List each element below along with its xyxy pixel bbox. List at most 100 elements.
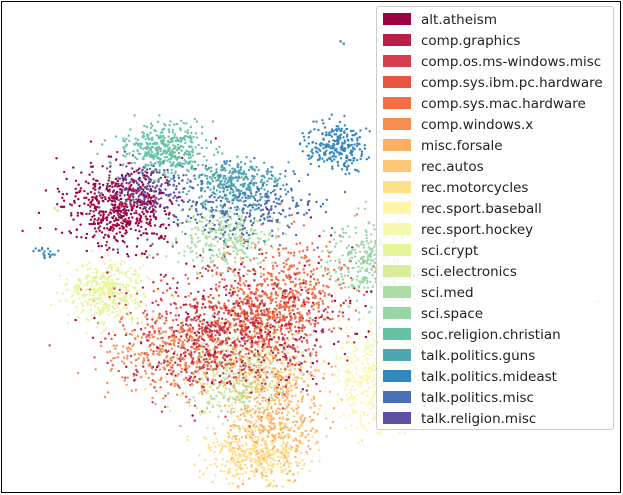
data-point	[213, 361, 217, 364]
data-point	[192, 372, 195, 375]
data-point	[101, 183, 105, 187]
data-point	[166, 206, 169, 209]
data-point	[191, 200, 195, 203]
data-point	[153, 190, 156, 193]
data-point	[343, 274, 346, 277]
data-point	[191, 379, 195, 383]
data-point	[185, 333, 189, 336]
data-point	[264, 256, 267, 259]
data-point	[171, 149, 174, 152]
data-point	[95, 271, 98, 275]
data-point	[84, 300, 87, 303]
data-point	[200, 259, 204, 262]
data-point	[154, 210, 157, 213]
data-point	[110, 263, 113, 266]
data-point	[241, 482, 245, 486]
data-point	[212, 368, 215, 371]
data-point	[347, 305, 350, 308]
data-point	[216, 403, 219, 407]
data-point	[195, 308, 199, 312]
data-point	[225, 460, 228, 463]
data-point	[370, 233, 373, 236]
data-point	[178, 363, 181, 366]
data-point	[286, 224, 289, 227]
data-point	[125, 289, 128, 292]
data-point	[85, 212, 88, 216]
data-point	[176, 357, 179, 360]
data-point	[281, 437, 284, 441]
data-point	[295, 355, 298, 358]
data-point	[271, 315, 275, 319]
data-point	[209, 364, 213, 368]
data-point	[170, 328, 173, 332]
data-point	[317, 301, 320, 304]
data-point	[265, 445, 269, 448]
data-point	[156, 157, 159, 160]
data-point	[235, 469, 238, 472]
data-point	[207, 244, 210, 247]
data-point	[151, 396, 154, 400]
data-point	[108, 174, 111, 177]
data-point	[254, 410, 257, 413]
data-point	[140, 321, 143, 324]
data-point	[332, 327, 336, 330]
data-point	[234, 356, 238, 360]
data-point	[274, 434, 277, 437]
data-point	[161, 191, 164, 195]
data-point	[338, 310, 341, 313]
data-point	[151, 325, 154, 328]
data-point	[148, 206, 152, 209]
data-point	[252, 257, 256, 260]
data-point	[204, 203, 207, 206]
data-point	[287, 378, 291, 381]
data-point	[217, 196, 220, 199]
data-point	[263, 326, 267, 329]
data-point	[168, 130, 171, 134]
data-point	[337, 369, 340, 372]
data-point	[201, 350, 204, 354]
data-point	[224, 238, 227, 241]
data-point	[110, 337, 113, 341]
data-point	[350, 250, 353, 253]
data-point	[363, 207, 367, 211]
data-point	[215, 193, 218, 196]
data-point	[248, 456, 251, 459]
data-point	[185, 303, 188, 306]
data-point	[123, 140, 126, 143]
data-point	[220, 442, 223, 445]
data-point	[316, 246, 319, 249]
data-point	[237, 467, 240, 470]
data-point	[225, 387, 228, 390]
data-point	[309, 216, 313, 219]
data-point	[245, 388, 248, 391]
data-point	[296, 400, 300, 403]
data-point	[296, 307, 299, 311]
data-point	[221, 228, 225, 231]
data-point	[266, 284, 270, 287]
data-point	[245, 443, 248, 447]
data-point	[275, 264, 279, 268]
data-point	[334, 148, 338, 151]
data-point	[201, 322, 204, 326]
data-point	[217, 255, 220, 259]
data-point	[254, 203, 257, 206]
data-point	[332, 382, 336, 385]
data-point	[217, 343, 220, 346]
data-point	[280, 411, 284, 415]
data-point	[332, 130, 335, 133]
data-point	[351, 385, 354, 388]
data-point	[326, 268, 330, 271]
data-point	[165, 319, 168, 322]
data-point	[221, 206, 224, 209]
data-point	[204, 224, 208, 227]
data-point	[219, 469, 223, 473]
data-point	[348, 414, 352, 418]
data-point	[241, 472, 244, 476]
data-point	[367, 330, 370, 333]
data-point	[76, 214, 79, 217]
data-point	[179, 424, 182, 428]
data-point	[205, 177, 209, 180]
data-point	[275, 277, 278, 281]
data-point	[186, 245, 189, 248]
data-point	[188, 247, 192, 250]
